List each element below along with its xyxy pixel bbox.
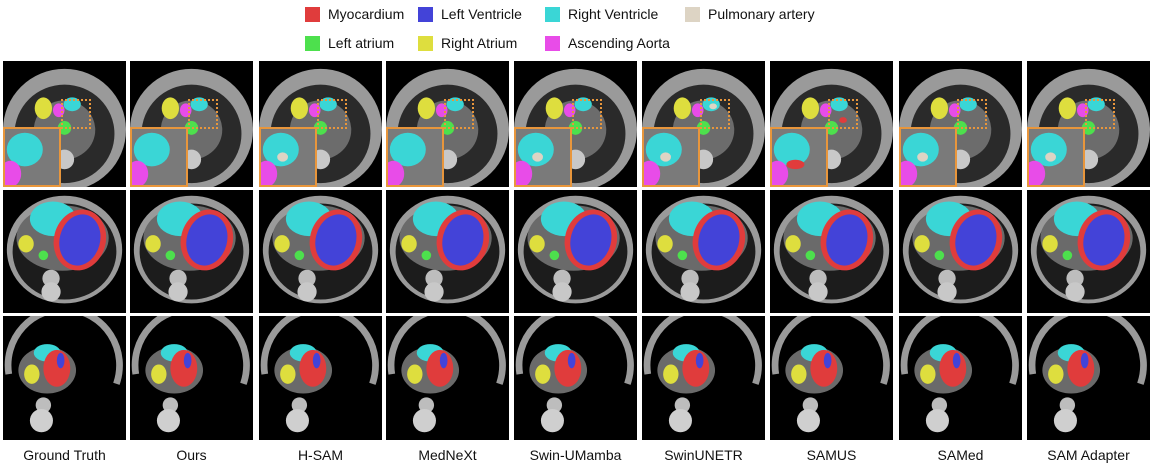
legend-label: Myocardium <box>328 6 405 22</box>
legend-label: Left atrium <box>328 35 395 51</box>
zoom-region-box <box>317 99 347 129</box>
segmentation-image <box>259 190 382 313</box>
legend-label: Right Atrium <box>441 35 518 51</box>
zoom-region-box <box>188 99 218 129</box>
legend-label: Left Ventricle <box>441 6 522 22</box>
legend-item-right-ventricle: Right Ventricle <box>545 6 658 22</box>
segmentation-image <box>130 316 253 440</box>
segmentation-image <box>770 190 893 313</box>
method-label: SAM Adapter <box>1047 447 1130 463</box>
zoom-region-box <box>572 99 602 129</box>
segmentation-image <box>899 316 1022 440</box>
segmentation-image <box>770 316 893 440</box>
method-label: H-SAM <box>297 447 344 463</box>
zoom-region-box <box>957 99 987 129</box>
legend-swatch <box>545 6 560 22</box>
legend-item-ascending-aorta: Ascending Aorta <box>545 35 670 51</box>
segmentation-image <box>514 190 637 313</box>
segmentation-image <box>386 316 509 440</box>
zoom-region-box <box>828 99 858 129</box>
segmentation-image <box>514 316 637 440</box>
segmentation-image <box>642 316 765 440</box>
segmentation-image <box>259 61 382 187</box>
segmentation-image <box>1027 61 1150 187</box>
segmentation-image <box>642 61 765 187</box>
method-label: SAMed <box>937 447 984 463</box>
segmentation-image <box>514 61 637 187</box>
segmentation-image <box>1027 190 1150 313</box>
legend-swatch <box>545 35 560 51</box>
zoom-inset <box>3 127 61 187</box>
legend-item-left-atrium: Left atrium <box>305 35 394 51</box>
method-label: SAMUS <box>806 447 857 463</box>
segmentation-image <box>3 190 126 313</box>
legend-swatch <box>305 6 320 22</box>
segmentation-image <box>3 316 126 440</box>
legend-label: Right Ventricle <box>568 6 659 22</box>
zoom-region-box <box>700 99 730 129</box>
segmentation-image <box>3 61 126 187</box>
segmentation-image <box>386 190 509 313</box>
zoom-inset <box>1027 127 1085 187</box>
method-label: SwinUNETR <box>664 447 743 463</box>
legend-swatch <box>305 35 320 51</box>
legend-swatch <box>685 6 700 22</box>
legend-item-myocardium: Myocardium <box>305 6 404 22</box>
zoom-inset <box>386 127 444 187</box>
zoom-region-box <box>444 99 474 129</box>
zoom-region-box <box>61 99 91 129</box>
method-label: Swin-UMamba <box>529 447 622 463</box>
zoom-region-box <box>1085 99 1115 129</box>
method-label: MedNeXt <box>418 447 477 463</box>
legend: Myocardium Left Ventricle Right Ventricl… <box>0 0 1152 58</box>
segmentation-image <box>642 190 765 313</box>
zoom-inset <box>770 127 828 187</box>
zoom-inset <box>899 127 957 187</box>
legend-swatch <box>418 35 433 51</box>
segmentation-image <box>130 190 253 313</box>
method-label: Ground Truth <box>23 447 106 463</box>
legend-item-pulmonary-artery: Pulmonary artery <box>685 6 815 22</box>
zoom-inset <box>130 127 188 187</box>
segmentation-image <box>899 61 1022 187</box>
zoom-inset <box>642 127 700 187</box>
segmentation-image <box>386 61 509 187</box>
segmentation-image <box>259 316 382 440</box>
segmentation-image <box>770 61 893 187</box>
segmentation-image <box>1027 316 1150 440</box>
segmentation-image <box>130 61 253 187</box>
legend-label: Ascending Aorta <box>568 35 670 51</box>
legend-label: Pulmonary artery <box>708 6 815 22</box>
legend-item-right-atrium: Right Atrium <box>418 35 517 51</box>
zoom-inset <box>259 127 317 187</box>
zoom-inset <box>514 127 572 187</box>
segmentation-image <box>899 190 1022 313</box>
method-label: Ours <box>176 447 207 463</box>
legend-item-left-ventricle: Left Ventricle <box>418 6 522 22</box>
legend-swatch <box>418 6 433 22</box>
